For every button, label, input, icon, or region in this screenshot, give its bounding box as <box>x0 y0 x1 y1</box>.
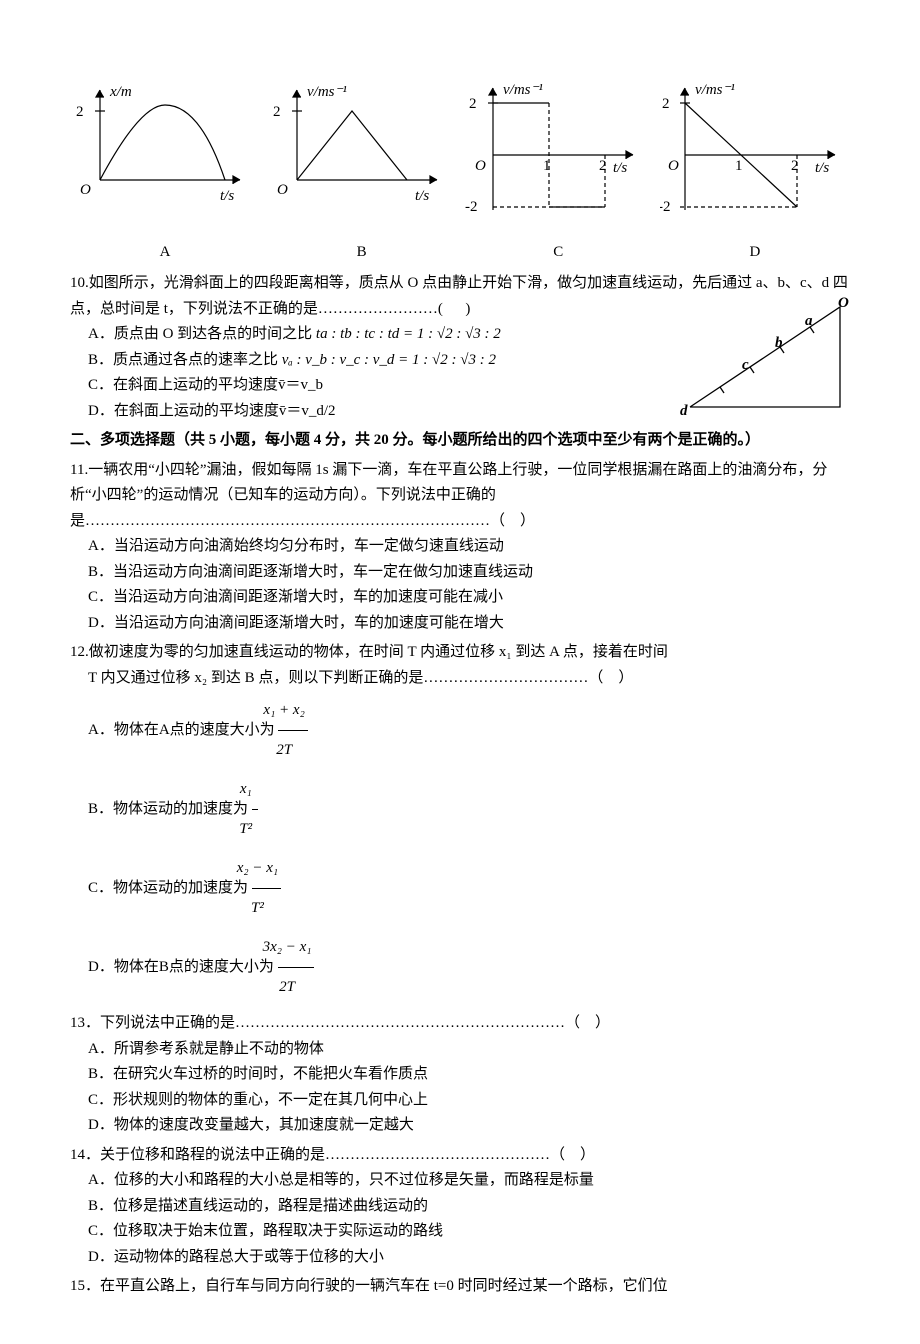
chart-C: 2 -2 v/ms⁻¹ O 1 2 t/s C <box>463 80 653 265</box>
q14: 14．关于位移和路程的说法中正确的是………………………………………（ ） A．位… <box>70 1143 850 1271</box>
chart-A-label: A <box>70 240 260 266</box>
q14-D: D．运动物体的路程总大于或等于位移的大小 <box>106 1245 850 1271</box>
q10-paren: ) <box>465 301 470 317</box>
chart-C-ylabel: v/ms⁻¹ <box>503 82 543 98</box>
chart-B: 2 v/ms⁻¹ O t/s B <box>267 80 457 265</box>
chart-B-xlabel: t/s <box>415 188 429 204</box>
chart-D-ylabel: v/ms⁻¹ <box>695 82 735 98</box>
chart-A-xlabel: t/s <box>220 188 234 204</box>
chart-C-label: C <box>463 240 653 266</box>
q15: 15．在平直公路上，自行车与同方向行驶的一辆汽车在 t=0 时同时经过某一个路标… <box>70 1274 850 1300</box>
svg-text:O: O <box>475 158 486 174</box>
chart-B-ylabel: v/ms⁻¹ <box>307 84 347 100</box>
q13-stem: 13．下列说法中正确的是…………………………………………………………（ <box>70 1015 580 1031</box>
chart-C-xlabel: t/s <box>613 160 627 176</box>
q13: 13．下列说法中正确的是…………………………………………………………（ ） A．… <box>70 1011 850 1139</box>
q14-stem: 14．关于位移和路程的说法中正确的是………………………………………（ <box>70 1147 565 1163</box>
chart-B-label: B <box>267 240 457 266</box>
q14-B: B．位移是描述直线运动的，路程是描述曲线运动的 <box>106 1194 850 1220</box>
q14-C: C．位移取决于始末位置，路程取决于实际运动的路线 <box>106 1219 850 1245</box>
chart-D-ytick-neg: -2 <box>660 199 671 215</box>
chart-C-x1: 1 <box>543 158 551 174</box>
q12-A: A．物体在A点的速度大小为 x₁ + x₂2T <box>106 691 850 770</box>
q12-D: D．物体在B点的速度大小为 3x₂ − x₁2T <box>106 928 850 1007</box>
chart-C-ytick-pos: 2 <box>469 96 477 112</box>
q11-D: D．当沿运动方向油滴间距逐渐增大时，车的加速度可能在增大 <box>106 611 850 637</box>
charts-row: 2 x/m O t/s A 2 v/ms⁻¹ O t/s B <box>70 80 850 265</box>
chart-C-ytick-neg: -2 <box>465 199 478 215</box>
chart-D-xlabel: t/s <box>815 160 829 176</box>
svg-text:b: b <box>775 335 783 351</box>
q15-stem: 15．在平直公路上，自行车与同方向行驶的一辆汽车在 t=0 时同时经过某一个路标… <box>70 1278 668 1294</box>
q11: 11.一辆农用“小四轮”漏油，假如每隔 1s 漏下一滴，车在平直公路上行驶，一位… <box>70 458 850 637</box>
q10: 10.如图所示，光滑斜面上的四段距离相等，质点从 O 点由静止开始下滑，做匀加速… <box>70 271 850 424</box>
q12-C: C．物体运动的加速度为 x₂ − x₁T² <box>106 849 850 928</box>
q11-C: C．当沿运动方向油滴间距逐渐增大时，车的加速度可能在减小 <box>106 585 850 611</box>
svg-text:a: a <box>805 313 813 329</box>
q10-triangle: O a b c d <box>680 297 850 417</box>
svg-text:O: O <box>277 182 288 198</box>
svg-text:d: d <box>680 403 688 417</box>
q13-B: B．在研究火车过桥的时间时，不能把火车看作质点 <box>106 1062 850 1088</box>
q14-A: A．位移的大小和路程的大小总是相等的，只不过位移是矢量，而路程是标量 <box>106 1168 850 1194</box>
chart-D-label: D <box>660 240 850 266</box>
q12: 12.做初速度为零的匀加速直线运动的物体，在时间 T 内通过位移 x₁ 到达 A… <box>70 640 850 1007</box>
q12-stem-a: 12.做初速度为零的匀加速直线运动的物体，在时间 T 内通过位移 x₁ 到达 A… <box>70 640 850 666</box>
chart-D-x2: 2 <box>791 158 799 174</box>
chart-D-ytick-pos: 2 <box>662 96 670 112</box>
chart-B-ytick: 2 <box>273 104 281 120</box>
chart-A-ylabel: x/m <box>109 84 132 100</box>
q13-A: A．所谓参考系就是静止不动的物体 <box>106 1037 850 1063</box>
q11-A: A．当沿运动方向油滴始终均匀分布时，车一定做匀速直线运动 <box>106 534 850 560</box>
q12-B: B．物体运动的加速度为 x₁T² <box>106 770 850 849</box>
chart-A: 2 x/m O t/s A <box>70 80 260 265</box>
section2-head: 二、多项选择题（共 5 小题，每小题 4 分，共 20 分。每小题所给出的四个选… <box>70 428 850 454</box>
q13-C: C．形状规则的物体的重心，不一定在其几何中心上 <box>106 1088 850 1114</box>
svg-text:O: O <box>668 158 679 174</box>
chart-D-x1: 1 <box>735 158 743 174</box>
svg-text:O: O <box>838 297 849 311</box>
svg-text:O: O <box>80 182 91 198</box>
q11-B: B．当沿运动方向油滴间距逐渐增大时，车一定在做匀加速直线运动 <box>106 560 850 586</box>
chart-A-ytick: 2 <box>76 104 84 120</box>
svg-text:c: c <box>742 357 749 373</box>
q11-stem: 11.一辆农用“小四轮”漏油，假如每隔 1s 漏下一滴，车在平直公路上行驶，一位… <box>70 462 827 529</box>
chart-C-x2: 2 <box>599 158 607 174</box>
chart-D: 2 -2 v/ms⁻¹ O 1 2 t/s D <box>660 80 850 265</box>
q12-stem-b: T 内又通过位移 x₂ 到达 B 点，则以下判断正确的是……………………………（ <box>88 670 603 686</box>
q13-D: D．物体的速度改变量越大，其加速度就一定越大 <box>106 1113 850 1139</box>
